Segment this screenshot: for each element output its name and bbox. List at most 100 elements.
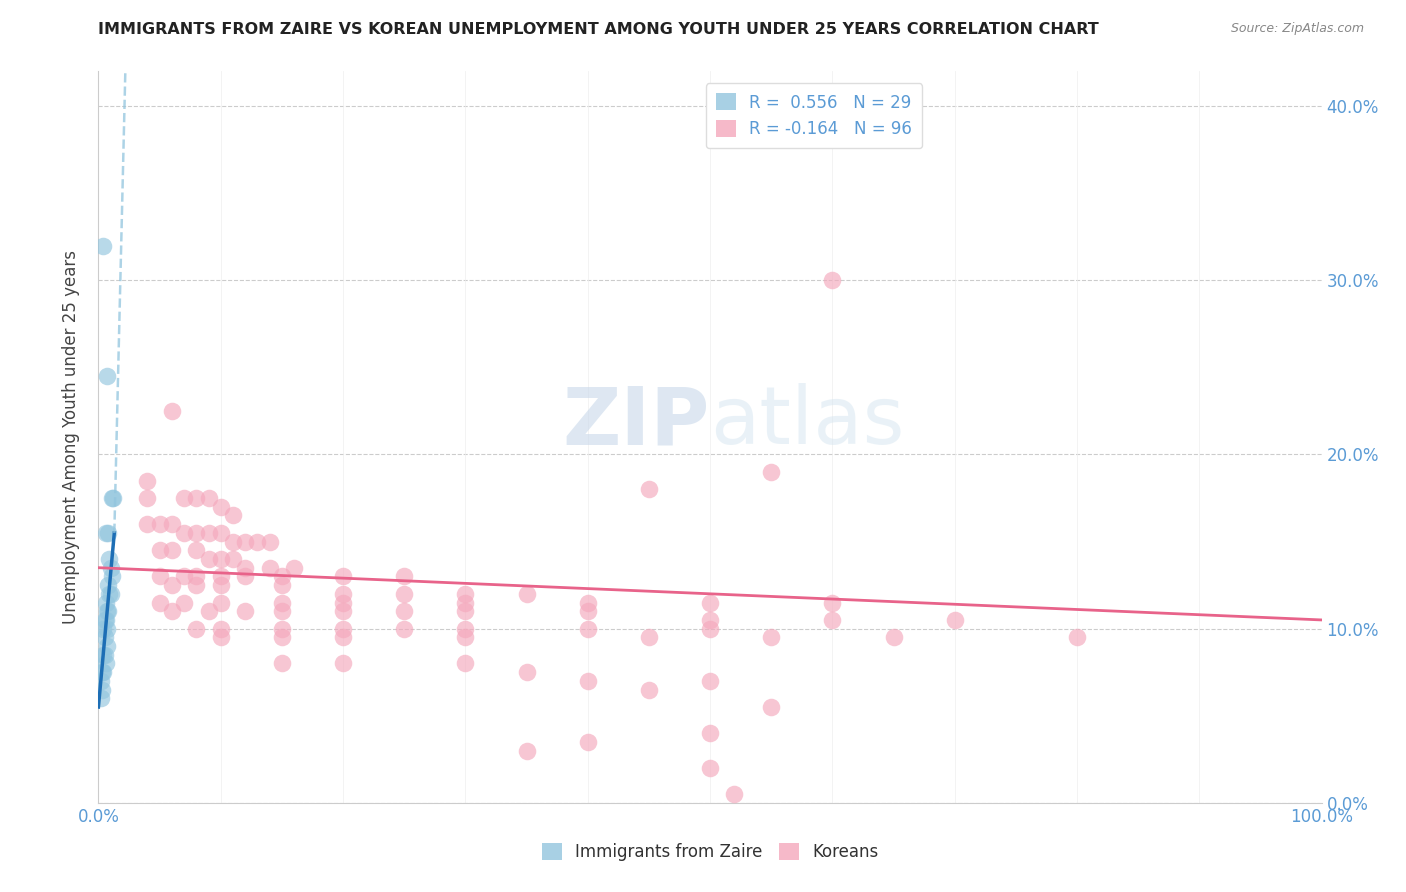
Point: [101, 569, 124, 583]
Point: [90, 673, 112, 688]
Point: [209, 552, 232, 566]
Point: [332, 587, 354, 601]
Point: [270, 657, 294, 671]
Point: [332, 622, 354, 636]
Point: [821, 273, 844, 287]
Point: [454, 657, 477, 671]
Point: [454, 631, 477, 645]
Point: [209, 622, 232, 636]
Point: [699, 622, 721, 636]
Point: [149, 543, 172, 558]
Legend: Immigrants from Zaire, Koreans: Immigrants from Zaire, Koreans: [534, 836, 886, 868]
Point: [699, 673, 721, 688]
Point: [332, 631, 354, 645]
Point: [98, 552, 121, 566]
Point: [136, 474, 159, 488]
Text: Source: ZipAtlas.com: Source: ZipAtlas.com: [1230, 22, 1364, 36]
Point: [332, 595, 354, 609]
Point: [392, 587, 416, 601]
Point: [91, 682, 114, 697]
Point: [209, 500, 232, 514]
Point: [94, 525, 117, 540]
Point: [638, 631, 661, 645]
Point: [821, 613, 844, 627]
Point: [233, 534, 256, 549]
Point: [576, 622, 599, 636]
Point: [638, 682, 661, 697]
Point: [173, 569, 195, 583]
Point: [246, 534, 269, 549]
Y-axis label: Unemployment Among Youth under 25 years: Unemployment Among Youth under 25 years: [62, 250, 80, 624]
Point: [93, 631, 115, 645]
Point: [723, 787, 745, 801]
Text: ZIP: ZIP: [562, 384, 710, 461]
Point: [160, 517, 183, 532]
Point: [98, 587, 121, 601]
Point: [96, 604, 118, 618]
Point: [186, 569, 208, 583]
Point: [454, 595, 477, 609]
Point: [270, 604, 294, 618]
Point: [173, 491, 195, 505]
Point: [93, 613, 115, 627]
Point: [160, 543, 183, 558]
Point: [94, 595, 117, 609]
Point: [270, 622, 294, 636]
Point: [209, 525, 232, 540]
Point: [94, 613, 117, 627]
Point: [160, 578, 183, 592]
Point: [454, 622, 477, 636]
Point: [576, 604, 599, 618]
Point: [100, 587, 122, 601]
Text: atlas: atlas: [710, 384, 904, 461]
Point: [149, 569, 172, 583]
Point: [209, 631, 232, 645]
Point: [576, 673, 599, 688]
Point: [392, 569, 416, 583]
Point: [332, 657, 354, 671]
Point: [454, 604, 477, 618]
Point: [93, 648, 115, 662]
Point: [222, 552, 245, 566]
Point: [209, 595, 232, 609]
Point: [515, 587, 537, 601]
Point: [96, 622, 118, 636]
Point: [209, 578, 232, 592]
Point: [149, 595, 172, 609]
Point: [160, 604, 183, 618]
Point: [761, 465, 783, 479]
Point: [173, 525, 195, 540]
Point: [576, 735, 599, 749]
Point: [96, 369, 118, 384]
Point: [699, 726, 721, 740]
Point: [91, 648, 114, 662]
Point: [392, 622, 416, 636]
Point: [332, 604, 354, 618]
Point: [197, 491, 219, 505]
Point: [515, 743, 537, 757]
Point: [259, 560, 281, 574]
Point: [91, 665, 114, 680]
Point: [283, 560, 305, 574]
Point: [270, 595, 294, 609]
Point: [699, 595, 721, 609]
Point: [699, 613, 721, 627]
Point: [136, 517, 159, 532]
Point: [392, 604, 416, 618]
Point: [270, 631, 294, 645]
Point: [270, 569, 294, 583]
Point: [233, 604, 256, 618]
Point: [136, 491, 159, 505]
Point: [638, 483, 661, 497]
Point: [100, 560, 122, 574]
Point: [197, 525, 219, 540]
Point: [222, 534, 245, 549]
Point: [761, 700, 783, 714]
Point: [186, 491, 208, 505]
Point: [761, 631, 783, 645]
Point: [97, 604, 120, 618]
Point: [1066, 631, 1088, 645]
Point: [222, 508, 245, 523]
Point: [197, 552, 219, 566]
Point: [160, 404, 183, 418]
